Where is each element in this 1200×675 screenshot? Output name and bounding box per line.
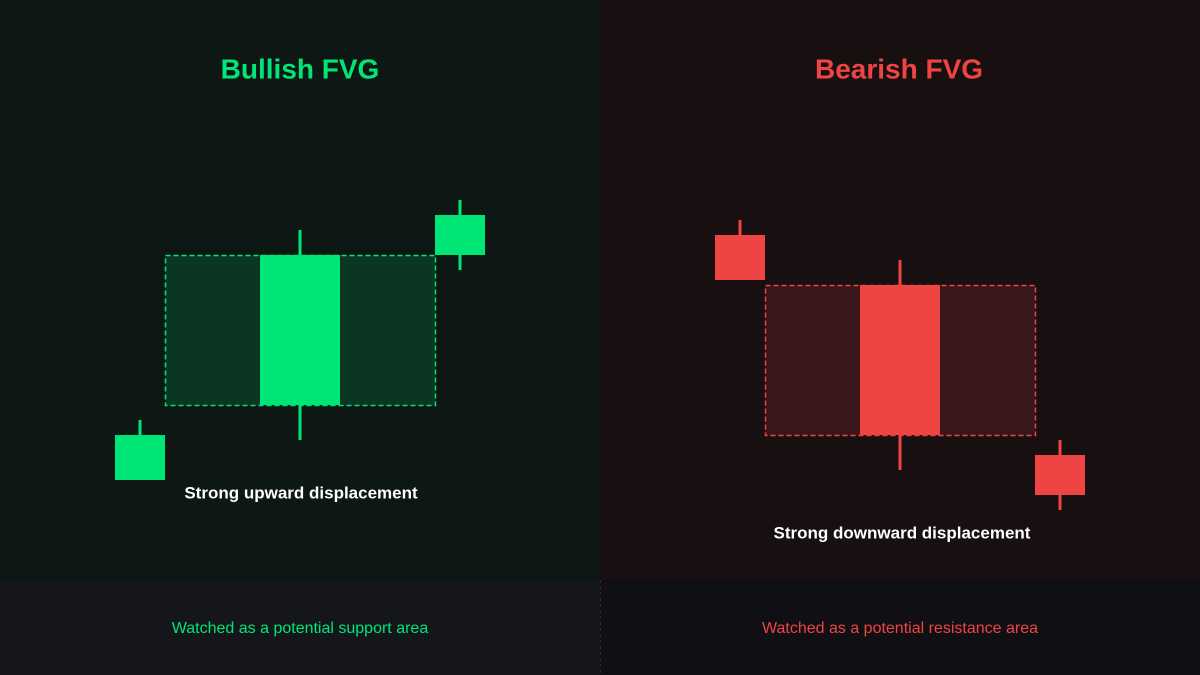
panel-title: Bullish FVG (221, 53, 380, 84)
candle (260, 255, 340, 405)
candles (715, 220, 1085, 510)
candle (1035, 455, 1085, 495)
footer-note: Watched as a potential resistance area (762, 620, 1038, 637)
candle (860, 285, 940, 435)
bearish-footer-bg (600, 580, 1200, 675)
bullish-footer-bg (0, 580, 600, 675)
footer-note: Watched as a potential support area (172, 620, 429, 637)
caption: Strong upward displacement (184, 483, 418, 502)
candle (435, 215, 485, 255)
candle (715, 235, 765, 280)
caption: Strong downward displacement (774, 523, 1031, 542)
panel-title: Bearish FVG (815, 53, 983, 84)
candle (115, 435, 165, 480)
candles (115, 200, 485, 480)
